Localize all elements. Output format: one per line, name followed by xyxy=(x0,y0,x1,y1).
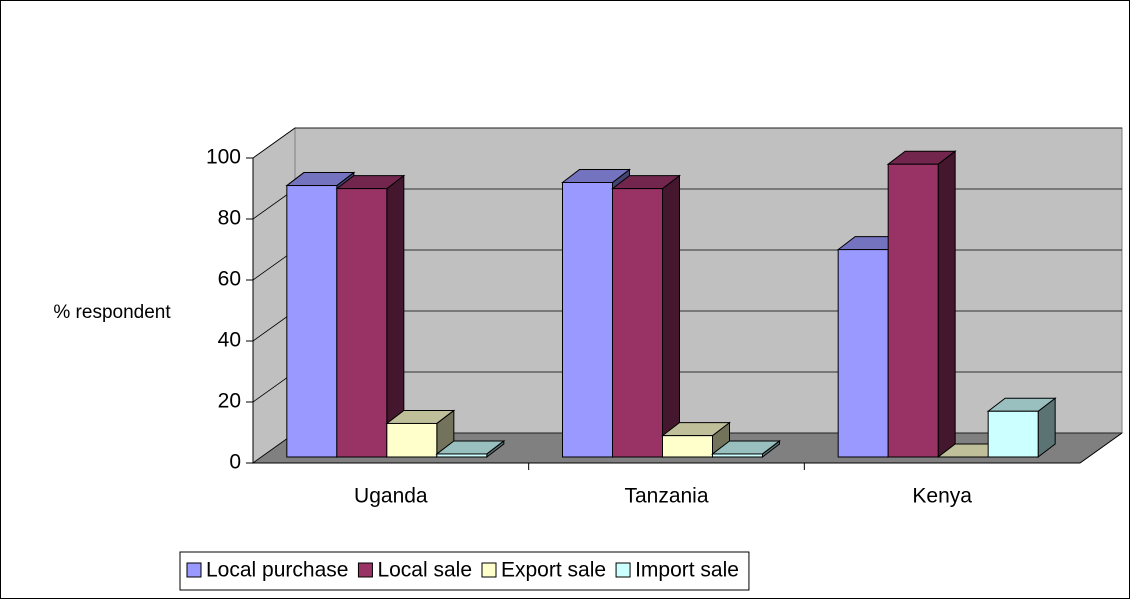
bar xyxy=(286,185,338,458)
x-tick-label: Tanzania xyxy=(624,485,708,508)
y-tick-label: 0 xyxy=(229,451,241,474)
bar xyxy=(336,188,388,458)
legend-label: Import sale xyxy=(635,559,739,582)
bar xyxy=(386,422,438,458)
y-tick-label: 60 xyxy=(218,268,241,291)
bar xyxy=(987,410,1039,458)
y-tick-label: 40 xyxy=(218,329,241,352)
legend-label: Local sale xyxy=(377,559,472,582)
bar xyxy=(712,453,763,458)
x-tick-label: Kenya xyxy=(912,485,972,508)
grid-line xyxy=(252,127,296,159)
legend-swatch xyxy=(186,562,202,578)
legend-swatch xyxy=(357,562,373,578)
back-wall xyxy=(294,127,1123,434)
x-tick-label: Uganda xyxy=(354,485,428,508)
bar xyxy=(837,249,889,458)
legend xyxy=(179,551,750,591)
bar-side xyxy=(937,150,956,459)
bar xyxy=(662,435,713,458)
legend-label: Export sale xyxy=(501,559,606,582)
y-tick-label: 100 xyxy=(206,146,241,169)
bar xyxy=(562,182,613,458)
y-tick-label: 20 xyxy=(218,390,241,413)
bar xyxy=(436,453,488,458)
legend-swatch xyxy=(481,562,497,578)
legend-label: Local purchase xyxy=(206,559,348,582)
y-axis-label: % respondent xyxy=(53,302,171,323)
floor-edge xyxy=(1079,432,1123,464)
bar xyxy=(887,163,939,458)
legend-swatch xyxy=(615,562,631,578)
bar-side xyxy=(662,174,680,459)
y-tick-label: 80 xyxy=(218,207,241,230)
bar xyxy=(612,188,663,458)
